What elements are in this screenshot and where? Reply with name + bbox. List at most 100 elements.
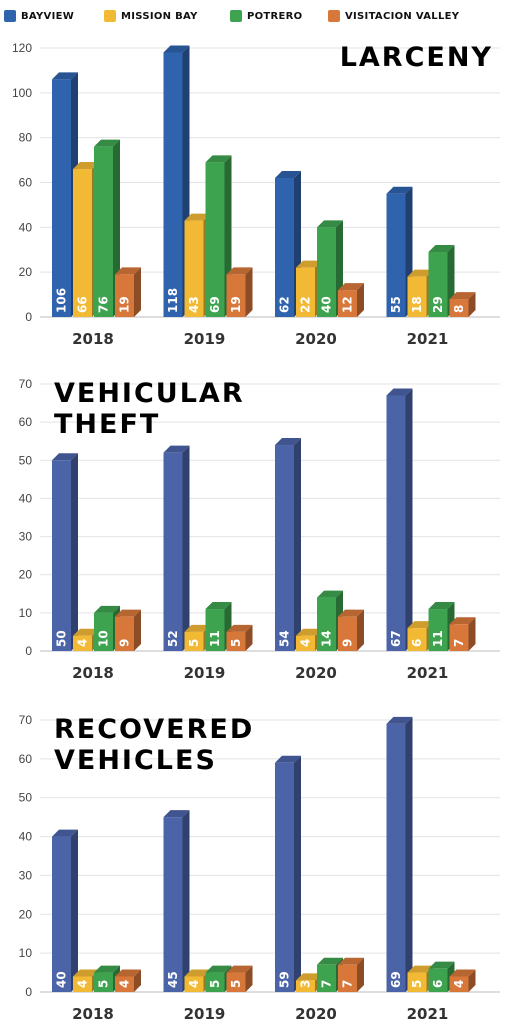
vehicular-theft-title-line-2: THEFT [54, 409, 161, 440]
legend-item-potrero: POTRERO [230, 8, 302, 24]
x-category-label: 2019 [184, 330, 226, 348]
bar-front [73, 976, 92, 992]
bar-value-label: 5 [229, 980, 243, 988]
bar-value-label: 76 [97, 296, 111, 313]
bar-value-label: 29 [431, 296, 445, 313]
bar-top [73, 162, 99, 170]
bar-front [338, 964, 357, 992]
bar-value-label: 118 [166, 288, 180, 313]
bar-side [71, 453, 78, 651]
bar-top [428, 244, 455, 252]
larceny-title: LARCENY [339, 42, 493, 73]
bar-visitacion-valley-2020 [338, 609, 364, 651]
bar-front [407, 628, 427, 651]
bar-front [296, 635, 315, 651]
legend-label-potrero: POTRERO [247, 10, 303, 22]
bar-value-label: 4 [76, 980, 90, 988]
larceny-chart: 0 20 40 60 80 100 120 106 66 76 19 2018 118 43 69 19 201… [0, 30, 505, 352]
bar-visitacion-valley-2018 [115, 609, 141, 651]
bar-visitacion-valley-2018 [115, 267, 141, 317]
legend-label-bayview: BAYVIEW [21, 10, 75, 22]
bar-visitacion-valley-2018 [115, 969, 141, 992]
bar-front [317, 964, 336, 992]
bar-front [296, 980, 315, 992]
bar-bayview-2018 [52, 829, 78, 992]
bar-bayview-2020 [275, 171, 301, 317]
bar-top [296, 628, 322, 636]
bar-side [245, 624, 253, 651]
bar-top [317, 590, 343, 598]
bar-side [468, 617, 476, 651]
bar-front [449, 976, 469, 992]
bar-front [163, 817, 183, 992]
bar-front [428, 968, 448, 992]
bar-value-label: 50 [55, 630, 69, 647]
bar-top [163, 445, 190, 453]
bar-top [73, 628, 99, 636]
bar-front [449, 299, 469, 317]
y-tick-label: 0 [25, 644, 32, 658]
x-category-label: 2020 [295, 330, 337, 348]
bar-front [275, 445, 294, 651]
bar-top [449, 292, 476, 300]
bar-top [428, 961, 455, 969]
bar-front [205, 609, 225, 651]
bar-front [94, 972, 113, 992]
x-category-label: 2021 [407, 1005, 449, 1023]
bar-visitacion-valley-2021 [449, 617, 476, 651]
x-category-label: 2018 [72, 1005, 114, 1023]
bar-side [357, 609, 364, 651]
legend-swatch-visitacion-valley [328, 10, 340, 22]
bar-top [205, 965, 232, 973]
bar-top [275, 438, 301, 446]
bar-top [184, 213, 211, 221]
y-tick-label: 70 [19, 377, 33, 391]
y-tick-label: 70 [19, 713, 33, 727]
bar-bayview-2020 [275, 755, 301, 992]
bar-value-label: 9 [341, 639, 355, 647]
bar-top [73, 969, 99, 977]
bar-top [226, 267, 253, 275]
bar-side [245, 965, 253, 992]
bar-value-label: 40 [55, 971, 69, 988]
bar-value-label: 69 [208, 296, 222, 313]
bar-value-label: 40 [320, 296, 334, 313]
legend-label-visitacion-valley: VISITACION VALLEY [345, 10, 460, 22]
bar-bayview-2018 [52, 453, 78, 651]
bar-front [386, 395, 406, 651]
bar-top [338, 609, 364, 617]
legend-item-mission-bay: MISSION BAY [104, 8, 198, 24]
legend-swatch-potrero [230, 10, 242, 22]
y-tick-label: 20 [19, 265, 33, 279]
recovered-vehicles-chart: 0 10 20 30 40 50 60 70 40 4 5 4 2018 45 4 5 5 2019 59 3 7 7 20… [0, 702, 505, 1024]
y-tick-label: 20 [19, 907, 33, 921]
bar-top [275, 755, 301, 763]
bar-top [226, 624, 253, 632]
bar-value-label: 4 [76, 639, 90, 647]
bar-top [205, 602, 232, 610]
bar-front [338, 616, 357, 651]
bar-top [317, 220, 343, 228]
bar-top [94, 605, 120, 613]
bar-top [115, 609, 141, 617]
bar-front [73, 635, 92, 651]
bar-front [449, 624, 469, 651]
vehicular-theft-title-line-1: VEHICULAR [54, 378, 245, 409]
recovered-vehicles-title-line-1: RECOVERED [54, 714, 255, 745]
y-tick-label: 0 [25, 985, 32, 999]
bar-front [386, 193, 406, 317]
legend-item-visitacion-valley: VISITACION VALLEY [328, 8, 459, 24]
bar-front [428, 609, 448, 651]
bar-bayview-2021 [386, 388, 413, 651]
bar-bayview-2019 [163, 445, 190, 651]
bar-front [317, 597, 336, 651]
bar-side [294, 755, 301, 992]
bar-front [52, 460, 71, 651]
bar-side [294, 438, 301, 651]
y-tick-label: 60 [19, 176, 33, 190]
bar-visitacion-valley-2020 [338, 283, 364, 317]
bar-front [52, 79, 71, 317]
bar-top [338, 283, 364, 291]
bar-front [407, 276, 427, 317]
